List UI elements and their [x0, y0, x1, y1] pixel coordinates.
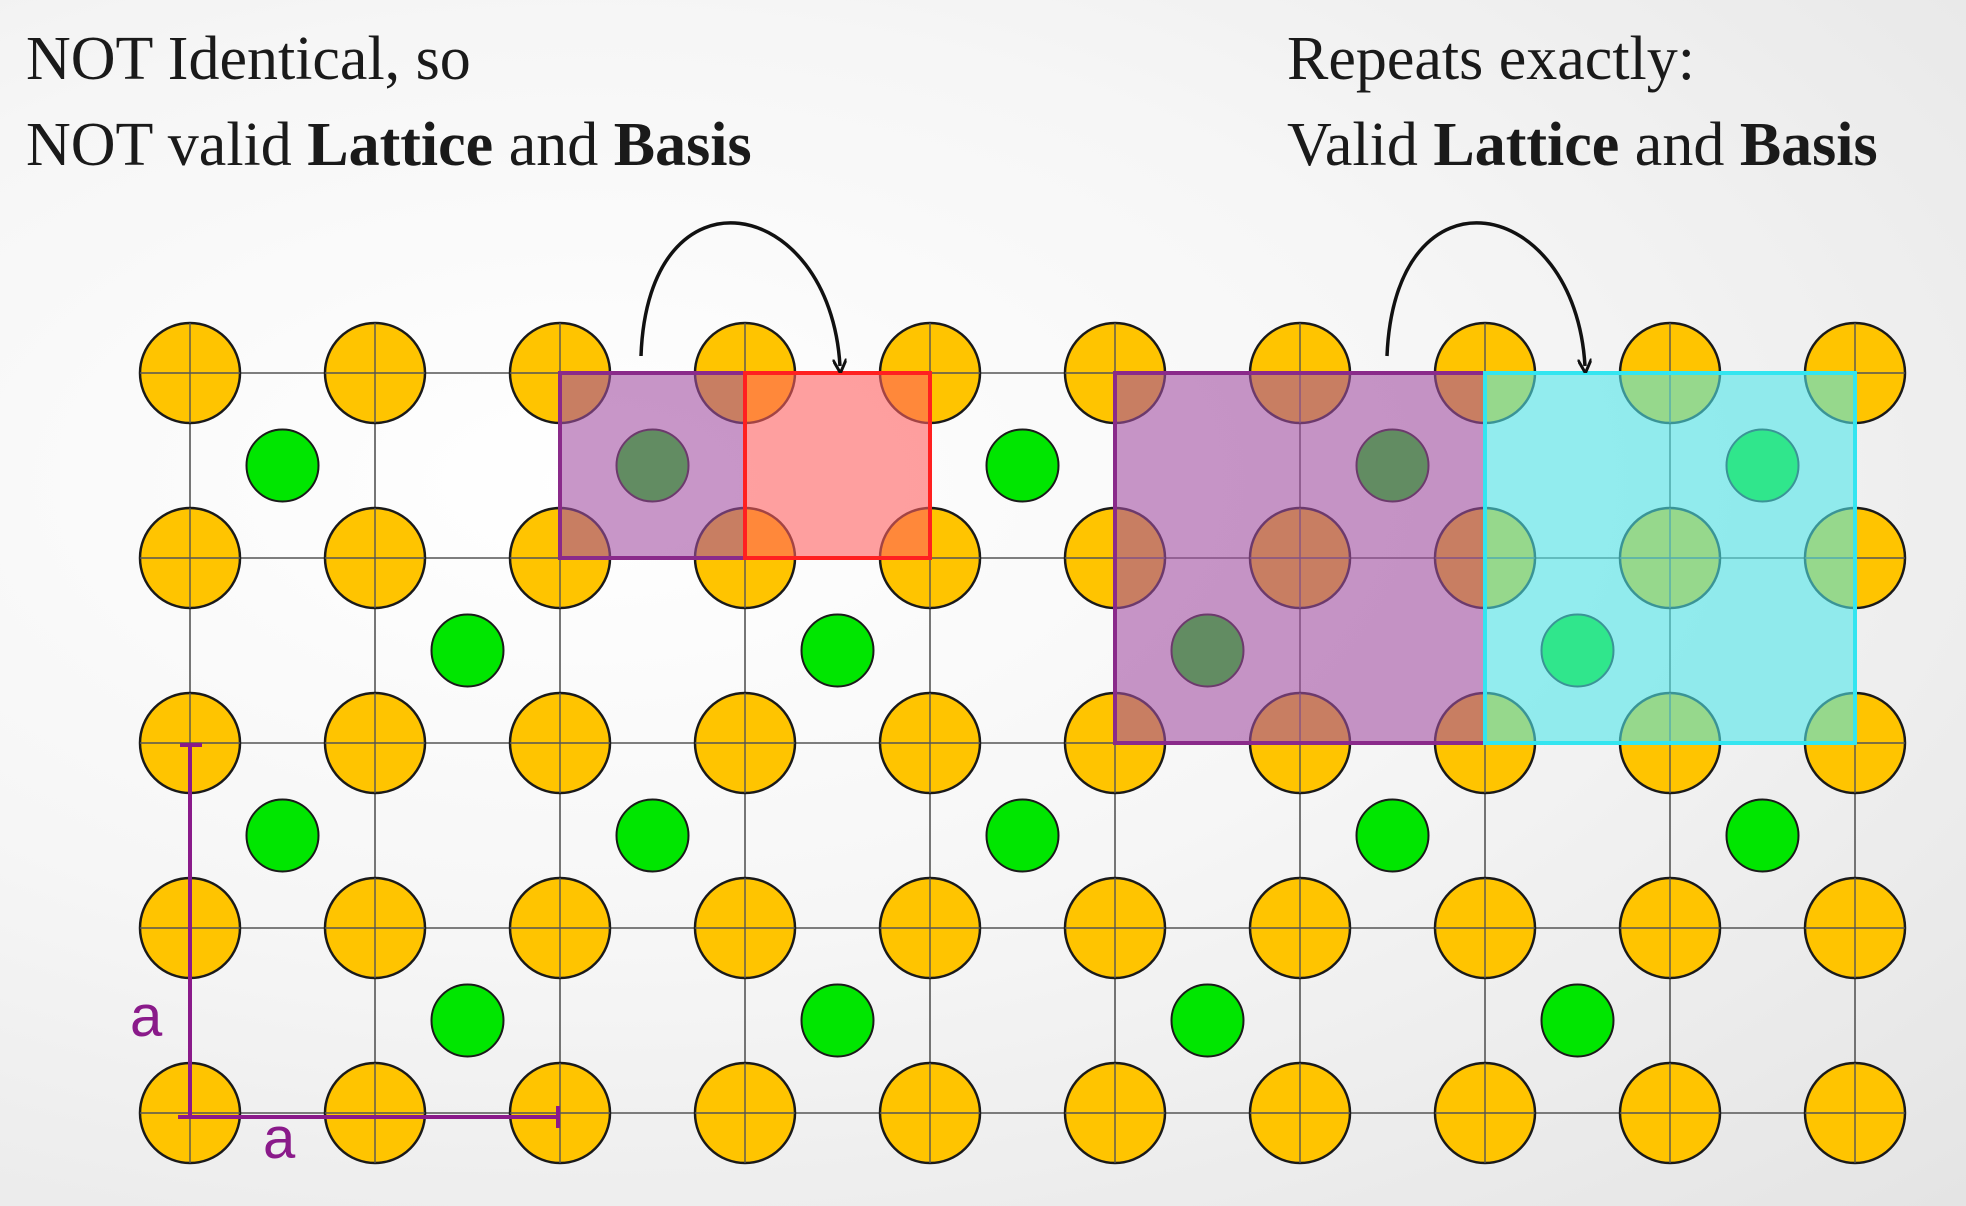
left-caption-and: and: [493, 111, 614, 179]
right-caption-lattice: Lattice: [1433, 111, 1620, 179]
small-atom: [430, 983, 505, 1058]
right-caption-line1: Repeats exactly:: [1287, 25, 1695, 93]
invalid-target-cell: [743, 371, 932, 560]
left-caption-prefix: NOT valid: [26, 111, 308, 179]
left-caption-line2: NOT valid Lattice and Basis: [26, 102, 752, 188]
small-atom: [245, 428, 320, 503]
left-caption-lattice: Lattice: [307, 111, 494, 179]
small-atom: [1540, 983, 1615, 1058]
right-caption-and: and: [1619, 111, 1740, 179]
invalid-shift-arrow: [639, 221, 840, 366]
vertical-axis-label: a: [130, 984, 163, 1049]
small-atom: [615, 798, 690, 873]
horizontal-axis-label: a: [263, 1106, 296, 1171]
left-caption-basis: Basis: [613, 111, 752, 179]
left-caption: NOT Identical, so NOT valid Lattice and …: [26, 16, 752, 188]
small-atom: [430, 613, 505, 688]
right-caption-prefix: Valid: [1287, 111, 1434, 179]
valid-source-cell: [1113, 371, 1487, 745]
small-atom: [985, 428, 1060, 503]
small-atom: [1725, 798, 1800, 873]
lattice-axes: a a: [130, 743, 560, 1171]
small-atom: [800, 983, 875, 1058]
invalid-source-cell: [558, 371, 747, 560]
left-caption-line1: NOT Identical, so: [26, 25, 471, 93]
small-atom: [985, 798, 1060, 873]
right-caption: Repeats exactly: Valid Lattice and Basis: [1287, 16, 1878, 188]
small-atom: [1355, 798, 1430, 873]
right-caption-basis: Basis: [1739, 111, 1878, 179]
small-atom: [1170, 983, 1245, 1058]
valid-shift-arrow: [1385, 221, 1585, 366]
arrows: [639, 221, 1585, 366]
right-caption-line2: Valid Lattice and Basis: [1287, 102, 1878, 188]
valid-target-cell: [1483, 371, 1857, 745]
cell-overlays: [558, 371, 1857, 745]
small-atom: [800, 613, 875, 688]
small-atom: [245, 798, 320, 873]
